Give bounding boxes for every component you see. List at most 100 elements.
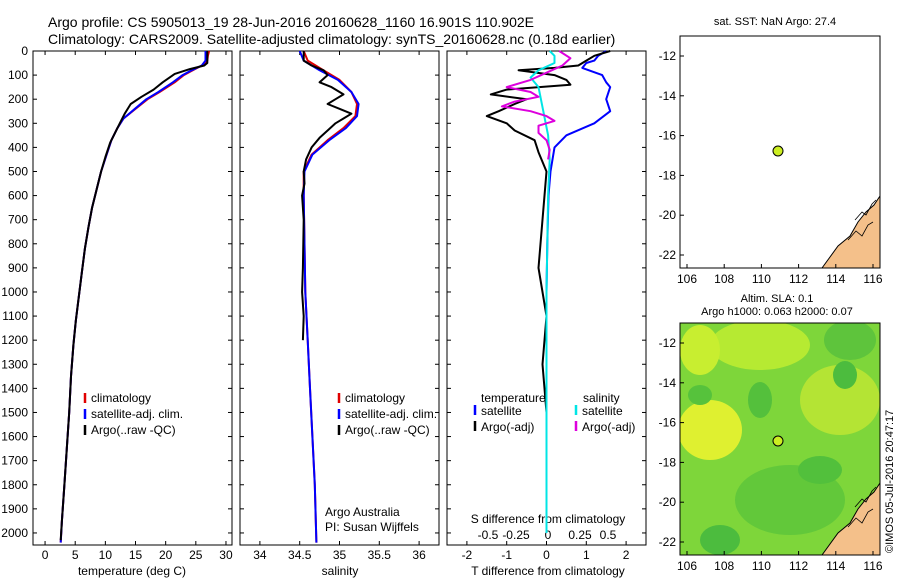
map-x-tick-label: 110 <box>752 559 771 573</box>
map-y-tick-label: -22 <box>659 248 677 262</box>
map-x-tick-label: 114 <box>826 559 845 573</box>
x-tick-label: 35.5 <box>368 548 392 562</box>
legend-argo-label: Argo(..raw -QC) <box>345 423 430 437</box>
sla-map-title-1: Altim. SLA: 0.1 <box>741 293 814 305</box>
temperature-legend: climatology satellite-adj. clim. Argo(..… <box>83 391 183 437</box>
depth-tick-label: 1900 <box>1 502 28 516</box>
depth-tick-label: 1200 <box>1 333 28 347</box>
legend-argo-label: Argo(..raw -QC) <box>91 423 176 437</box>
depth-tick-label: 1000 <box>1 285 28 299</box>
x-tick-label: 34 <box>253 548 267 562</box>
map-y-tick-label: -12 <box>659 336 677 350</box>
temperature-panel-frame <box>32 50 233 546</box>
sla-patch <box>680 325 720 375</box>
map-y-tick-label: -18 <box>659 168 677 182</box>
x-tick-label: 10 <box>99 548 113 562</box>
difference-x-axis: -2 -1 0 1 2 <box>462 51 630 562</box>
series-line-argo-raw-qc <box>301 51 353 341</box>
sst-map-x-axis: 106 108 110 112 114 116 <box>677 264 883 286</box>
legend-temperature-heading: temperature <box>481 391 546 405</box>
header-line-2: Climatology: CARS2009. Satellite-adjuste… <box>48 31 615 47</box>
sla-map: Altim. SLA: 0.1 Argo h1000: 0.063 h2000:… <box>659 293 883 573</box>
temperature-x-axis: 0 5 10 15 20 25 30 <box>42 51 233 562</box>
legend-sal-argo-label: Argo(-adj) <box>582 420 635 434</box>
depth-tick-label: 1700 <box>1 454 28 468</box>
bathymetry-contour <box>854 486 877 508</box>
depth-tick-label: 2000 <box>1 526 28 540</box>
sla-field <box>680 323 880 555</box>
salinity-footer-org: Argo Australia <box>325 505 400 519</box>
salinity-panel: 34 34.5 35 35.5 36 salinity climatology sate… <box>239 50 440 578</box>
sla-patch <box>748 382 772 418</box>
map-y-tick-label: -16 <box>659 129 677 143</box>
sst-map-y-axis: -12 -14 -16 -18 -20 -22 <box>659 49 684 262</box>
temperature-panel: 0100200300400500600700800900100011001200… <box>1 44 646 578</box>
map-x-tick-label: 106 <box>677 272 697 286</box>
legend-salinity-heading: salinity <box>583 391 620 405</box>
legend-temp-argo-label: Argo(-adj) <box>481 420 534 434</box>
sla-patch <box>700 525 740 555</box>
map-x-tick-label: 108 <box>714 559 734 573</box>
map-x-tick-label: 114 <box>826 272 845 286</box>
map-x-tick-label: 112 <box>789 559 808 573</box>
coastline-land <box>821 482 880 555</box>
s-diff-tick: 0.5 <box>600 528 617 542</box>
difference-panel: -2 -1 0 1 2 S difference from climatology -0… <box>446 50 647 578</box>
salinity-footer-pi: PI: Susan Wijffels <box>325 520 419 534</box>
depth-tick-label: 700 <box>8 213 28 227</box>
x-tick-label: 5 <box>72 548 79 562</box>
depth-tick-label: 400 <box>8 140 28 154</box>
x-tick-label: 2 <box>623 548 630 562</box>
map-y-tick-label: -20 <box>659 208 677 222</box>
depth-tick-label: 600 <box>8 189 28 203</box>
depth-tick-label: 1500 <box>1 405 28 419</box>
s-diff-tick: 0 <box>545 528 552 542</box>
map-y-tick-label: -20 <box>659 495 677 509</box>
depth-tick-label: 1600 <box>1 430 28 444</box>
sla-patch <box>798 456 842 484</box>
series-line-satellite-adj-clim <box>59 51 207 543</box>
s-diff-tick: 0.25 <box>568 528 592 542</box>
map-y-tick-label: -12 <box>659 49 677 63</box>
sla-patch <box>833 361 857 389</box>
legend-sal-satellite-label: satellite <box>582 404 623 418</box>
depth-tick-label: 1800 <box>1 478 28 492</box>
legend-satellite-label: satellite-adj. clim. <box>91 407 183 421</box>
series-line-temperature-satellite <box>545 50 612 533</box>
x-tick-label: 20 <box>159 548 173 562</box>
x-tick-label: 36 <box>412 548 426 562</box>
map-x-tick-label: 112 <box>789 272 808 286</box>
header-line-1: Argo profile: CS 5905013_19 28-Jun-2016 … <box>48 14 534 30</box>
x-tick-label: 35 <box>333 548 347 562</box>
depth-tick-label: 300 <box>8 116 28 130</box>
difference-legend: temperature salinity satellite Argo(-adj… <box>473 391 635 434</box>
map-x-tick-label: 108 <box>714 272 734 286</box>
legend-climatology-label: climatology <box>345 391 405 405</box>
map-y-tick-label: -14 <box>659 376 677 390</box>
series-line-climatology <box>59 50 211 543</box>
depth-tick-label: 1300 <box>1 357 28 371</box>
x-tick-label: 30 <box>219 548 233 562</box>
s-diff-tick: -0.25 <box>502 528 530 542</box>
x-tick-label: -2 <box>462 548 473 562</box>
bathymetry-contour <box>847 508 874 528</box>
sla-map-x-axis: 106 108 110 112 114 116 <box>677 551 883 573</box>
sst-map: sat. SST: NaN Argo: 27.4 106 108 110 112 114… <box>659 16 883 286</box>
depth-tick-label: 800 <box>8 237 28 251</box>
salinity-plot <box>298 50 360 543</box>
sla-map-y-axis: -12 -14 -16 -18 -20 -22 <box>659 336 684 549</box>
series-line-temperature-argo-adj <box>485 50 611 533</box>
sla-patch <box>680 400 742 460</box>
series-line-salinity-satellite <box>529 50 556 533</box>
depth-tick-label: 500 <box>8 164 28 178</box>
argo-location-marker <box>772 435 784 447</box>
map-x-tick-label: 116 <box>863 559 882 573</box>
map-x-tick-label: 116 <box>863 272 882 286</box>
s-difference-label: S difference from climatology <box>471 512 626 526</box>
sla-map-frame <box>679 322 881 556</box>
sst-map-title: sat. SST: NaN Argo: 27.4 <box>714 16 836 28</box>
temperature-xlabel: temperature (deg C) <box>78 564 186 578</box>
s-diff-tick: -0.5 <box>478 528 499 542</box>
bathymetry-contour <box>854 199 877 221</box>
